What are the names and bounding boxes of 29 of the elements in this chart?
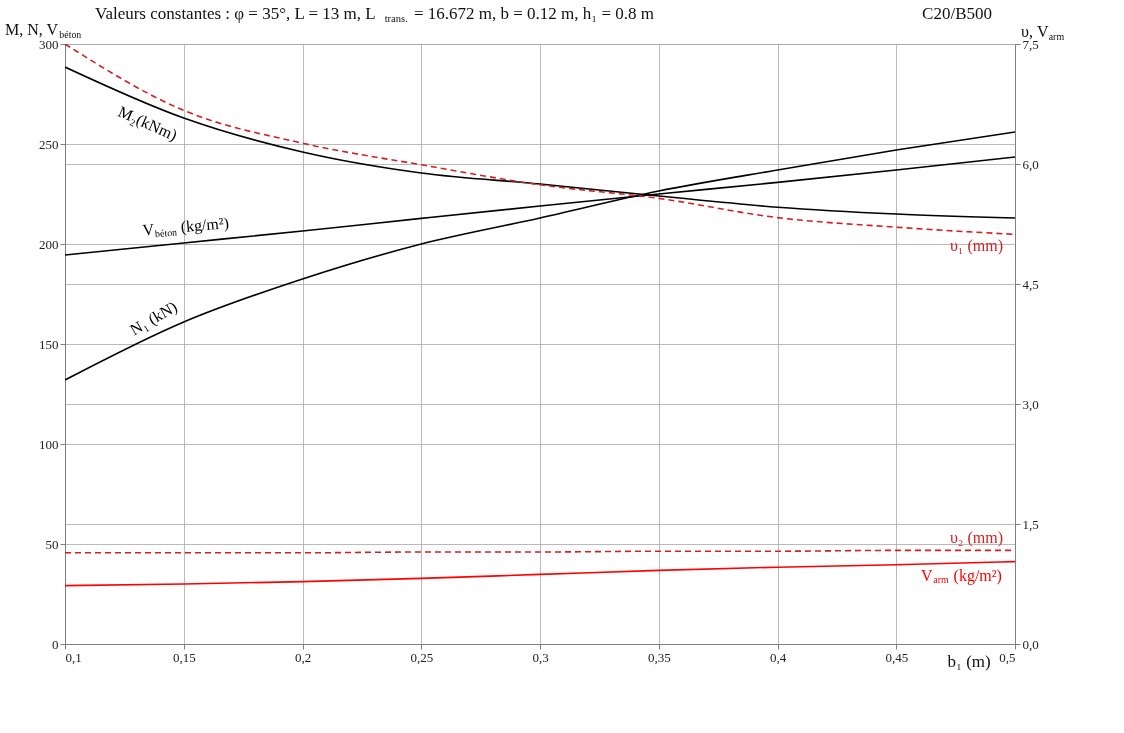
x-tick-label: 0,5 — [999, 649, 1016, 665]
y-tick-label: 250 — [39, 136, 59, 152]
y-tick-label: 300 — [39, 36, 59, 52]
y-tick-label: 50 — [45, 536, 59, 552]
y-tick-label: 200 — [39, 236, 59, 252]
x-axis-title: b₁ (m) — [947, 652, 991, 671]
y-tick-label: 100 — [39, 436, 59, 452]
y2-tick-label: 0,0 — [1022, 636, 1039, 652]
x-tick-label: 0,45 — [885, 649, 909, 665]
text: C20/B500 — [922, 4, 992, 23]
y2-tick-label: 4,5 — [1022, 276, 1039, 292]
x-tick-label: 0,15 — [172, 649, 196, 665]
x-tick-label: 0,25 — [410, 649, 434, 665]
x-tick-label: 0,4 — [769, 649, 787, 665]
series-label: υ₁ (mm) — [949, 237, 1003, 256]
y2-tick-label: 6,0 — [1022, 156, 1039, 172]
y2-tick-label: 1,5 — [1022, 516, 1039, 532]
x-tick-label: 0,35 — [647, 649, 671, 665]
x-tick-label: 0,2 — [294, 649, 312, 665]
x-tick-label: 0,3 — [532, 649, 549, 665]
x-tick-label: 0,1 — [65, 649, 82, 665]
y2-tick-label: 3,0 — [1022, 396, 1039, 412]
series-label: Vbéton (kg/m²) — [141, 214, 230, 240]
y-tick-label: 0 — [52, 636, 59, 652]
series-label: υ₂ (mm) — [949, 529, 1003, 548]
y-tick-label: 150 — [39, 336, 59, 352]
text: N₁ (kN) — [126, 297, 181, 340]
line-series — [65, 560, 1015, 587]
line-series — [65, 44, 1015, 236]
